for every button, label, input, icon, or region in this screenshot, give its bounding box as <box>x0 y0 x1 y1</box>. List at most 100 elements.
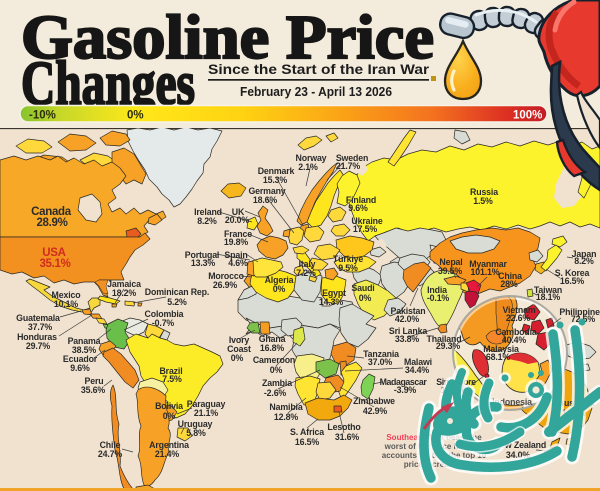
svg-text:0%: 0% <box>270 365 283 375</box>
svg-text:Philippines: Philippines <box>559 307 600 317</box>
svg-text:9.6%: 9.6% <box>70 363 90 373</box>
svg-text:Panama: Panama <box>68 336 101 346</box>
svg-text:Malawi: Malawi <box>404 357 432 367</box>
svg-text:38.5%: 38.5% <box>72 345 97 355</box>
svg-text:17.5%: 17.5% <box>353 224 378 234</box>
svg-text:Tanzania: Tanzania <box>363 349 399 359</box>
svg-text:5.2%: 5.2% <box>167 297 187 307</box>
svg-text:Spain: Spain <box>224 250 247 260</box>
svg-text:Gasoline Price: Gasoline Price <box>21 4 434 72</box>
svg-text:S. Africa: S. Africa <box>290 427 324 437</box>
svg-text:Peru: Peru <box>85 376 104 386</box>
svg-text:Since the Start of the Iran Wa: Since the Start of the Iran War <box>208 61 430 77</box>
svg-text:Uruguay: Uruguay <box>178 419 213 429</box>
svg-text:26.9%: 26.9% <box>213 280 238 290</box>
svg-text:Honduras: Honduras <box>17 332 57 342</box>
svg-text:-10%: -10% <box>29 110 56 122</box>
svg-text:4.6%: 4.6% <box>228 258 248 268</box>
svg-text:9.6%: 9.6% <box>348 203 368 213</box>
svg-text:Madagascar: Madagascar <box>380 377 428 387</box>
svg-text:Türkiye: Türkiye <box>333 254 363 264</box>
svg-text:39.5%: 39.5% <box>438 266 463 276</box>
svg-text:0%: 0% <box>359 293 372 303</box>
svg-text:42.0%: 42.0% <box>395 314 420 324</box>
svg-text:18.1%: 18.1% <box>536 292 561 302</box>
svg-text:Myanmar: Myanmar <box>469 259 507 269</box>
svg-text:Jamaica: Jamaica <box>107 279 141 289</box>
svg-text:16.5%: 16.5% <box>560 276 585 286</box>
svg-text:34.4%: 34.4% <box>405 365 430 375</box>
svg-text:Japan: Japan <box>572 249 597 259</box>
svg-text:Paraguay: Paraguay <box>187 399 226 409</box>
svg-text:10.1%: 10.1% <box>54 299 79 309</box>
svg-text:Zimbabwe: Zimbabwe <box>353 396 395 406</box>
svg-text:8.2%: 8.2% <box>574 256 594 266</box>
svg-text:101.1%: 101.1% <box>471 267 500 277</box>
svg-text:7.2%: 7.2% <box>296 268 316 278</box>
svg-text:Mexico: Mexico <box>52 290 82 300</box>
svg-text:29.3%: 29.3% <box>436 341 461 351</box>
svg-text:Ireland: Ireland <box>194 207 222 217</box>
svg-text:Dominican Rep.: Dominican Rep. <box>145 287 209 297</box>
svg-text:Taiwan: Taiwan <box>534 285 562 295</box>
svg-text:Thailand: Thailand <box>427 334 462 344</box>
svg-text:Italy: Italy <box>299 259 316 269</box>
svg-text:21.4%: 21.4% <box>155 449 180 459</box>
svg-text:14.3%: 14.3% <box>319 297 344 307</box>
svg-text:Colombia: Colombia <box>145 309 184 319</box>
svg-text:-3.9%: -3.9% <box>394 385 417 395</box>
svg-text:Zambia: Zambia <box>262 378 292 388</box>
svg-text:0%: 0% <box>273 284 286 294</box>
svg-text:37.0%: 37.0% <box>368 357 393 367</box>
svg-text:40.4%: 40.4% <box>502 335 527 345</box>
svg-text:Portugal: Portugal <box>185 250 219 260</box>
svg-text:5.8%: 5.8% <box>186 428 206 438</box>
svg-text:Indonesia: Indonesia <box>492 397 532 407</box>
svg-text:100%: 100% <box>513 110 542 122</box>
svg-text:Ukraine: Ukraine <box>351 216 382 226</box>
svg-text:Russia: Russia <box>470 187 498 197</box>
svg-text:Ivory: Ivory <box>229 335 250 345</box>
svg-text:33.8%: 33.8% <box>395 334 420 344</box>
svg-text:Bolivia: Bolivia <box>155 401 183 411</box>
svg-text:February 23 - April 13 2026: February 23 - April 13 2026 <box>240 85 392 99</box>
svg-text:19.8%: 19.8% <box>224 237 249 247</box>
svg-text:7.5%: 7.5% <box>162 374 182 384</box>
svg-text:Algeria: Algeria <box>265 275 294 285</box>
svg-text:2.1%: 2.1% <box>298 162 318 172</box>
svg-text:Lesotho: Lesotho <box>327 422 361 432</box>
svg-text:1.5%: 1.5% <box>473 196 493 206</box>
svg-text:Egypt: Egypt <box>322 288 346 298</box>
svg-text:USA: USA <box>42 247 65 259</box>
svg-text:Chile: Chile <box>100 440 121 450</box>
svg-text:29.7%: 29.7% <box>26 341 51 351</box>
svg-text:Cameroon: Cameroon <box>253 355 295 365</box>
svg-text:28.9%: 28.9% <box>36 217 67 229</box>
svg-text:37.7%: 37.7% <box>28 322 53 332</box>
svg-text:Sweden: Sweden <box>336 153 368 163</box>
svg-text:Ecuador: Ecuador <box>63 354 98 364</box>
svg-text:16.5%: 16.5% <box>295 437 320 447</box>
svg-text:Saudi: Saudi <box>351 283 374 293</box>
svg-text:India: India <box>427 285 447 295</box>
svg-text:13.3%: 13.3% <box>191 258 216 268</box>
svg-text:Nepal: Nepal <box>439 257 462 267</box>
svg-text:15.3%: 15.3% <box>263 175 288 185</box>
svg-text:Morocco: Morocco <box>208 271 244 281</box>
svg-text:Guatemala: Guatemala <box>16 313 60 323</box>
svg-text:12.8%: 12.8% <box>274 412 299 422</box>
svg-text:Vietnam: Vietnam <box>502 305 535 315</box>
svg-text:34.0%: 34.0% <box>506 450 531 460</box>
svg-text:Denmark: Denmark <box>258 166 295 176</box>
svg-text:Sri Lanka: Sri Lanka <box>389 326 428 336</box>
svg-text:Cambodia: Cambodia <box>495 327 537 337</box>
svg-text:42.9%: 42.9% <box>363 406 388 416</box>
svg-text:Norway: Norway <box>296 153 327 163</box>
svg-text:28%: 28% <box>500 279 517 289</box>
svg-text:31.6%: 31.6% <box>335 432 360 442</box>
svg-text:France: France <box>224 229 252 239</box>
svg-text:S. Korea: S. Korea <box>555 268 590 278</box>
svg-text:0%: 0% <box>163 411 176 421</box>
svg-text:New Zealand: New Zealand <box>494 440 546 450</box>
svg-text:35.1%: 35.1% <box>39 258 70 270</box>
